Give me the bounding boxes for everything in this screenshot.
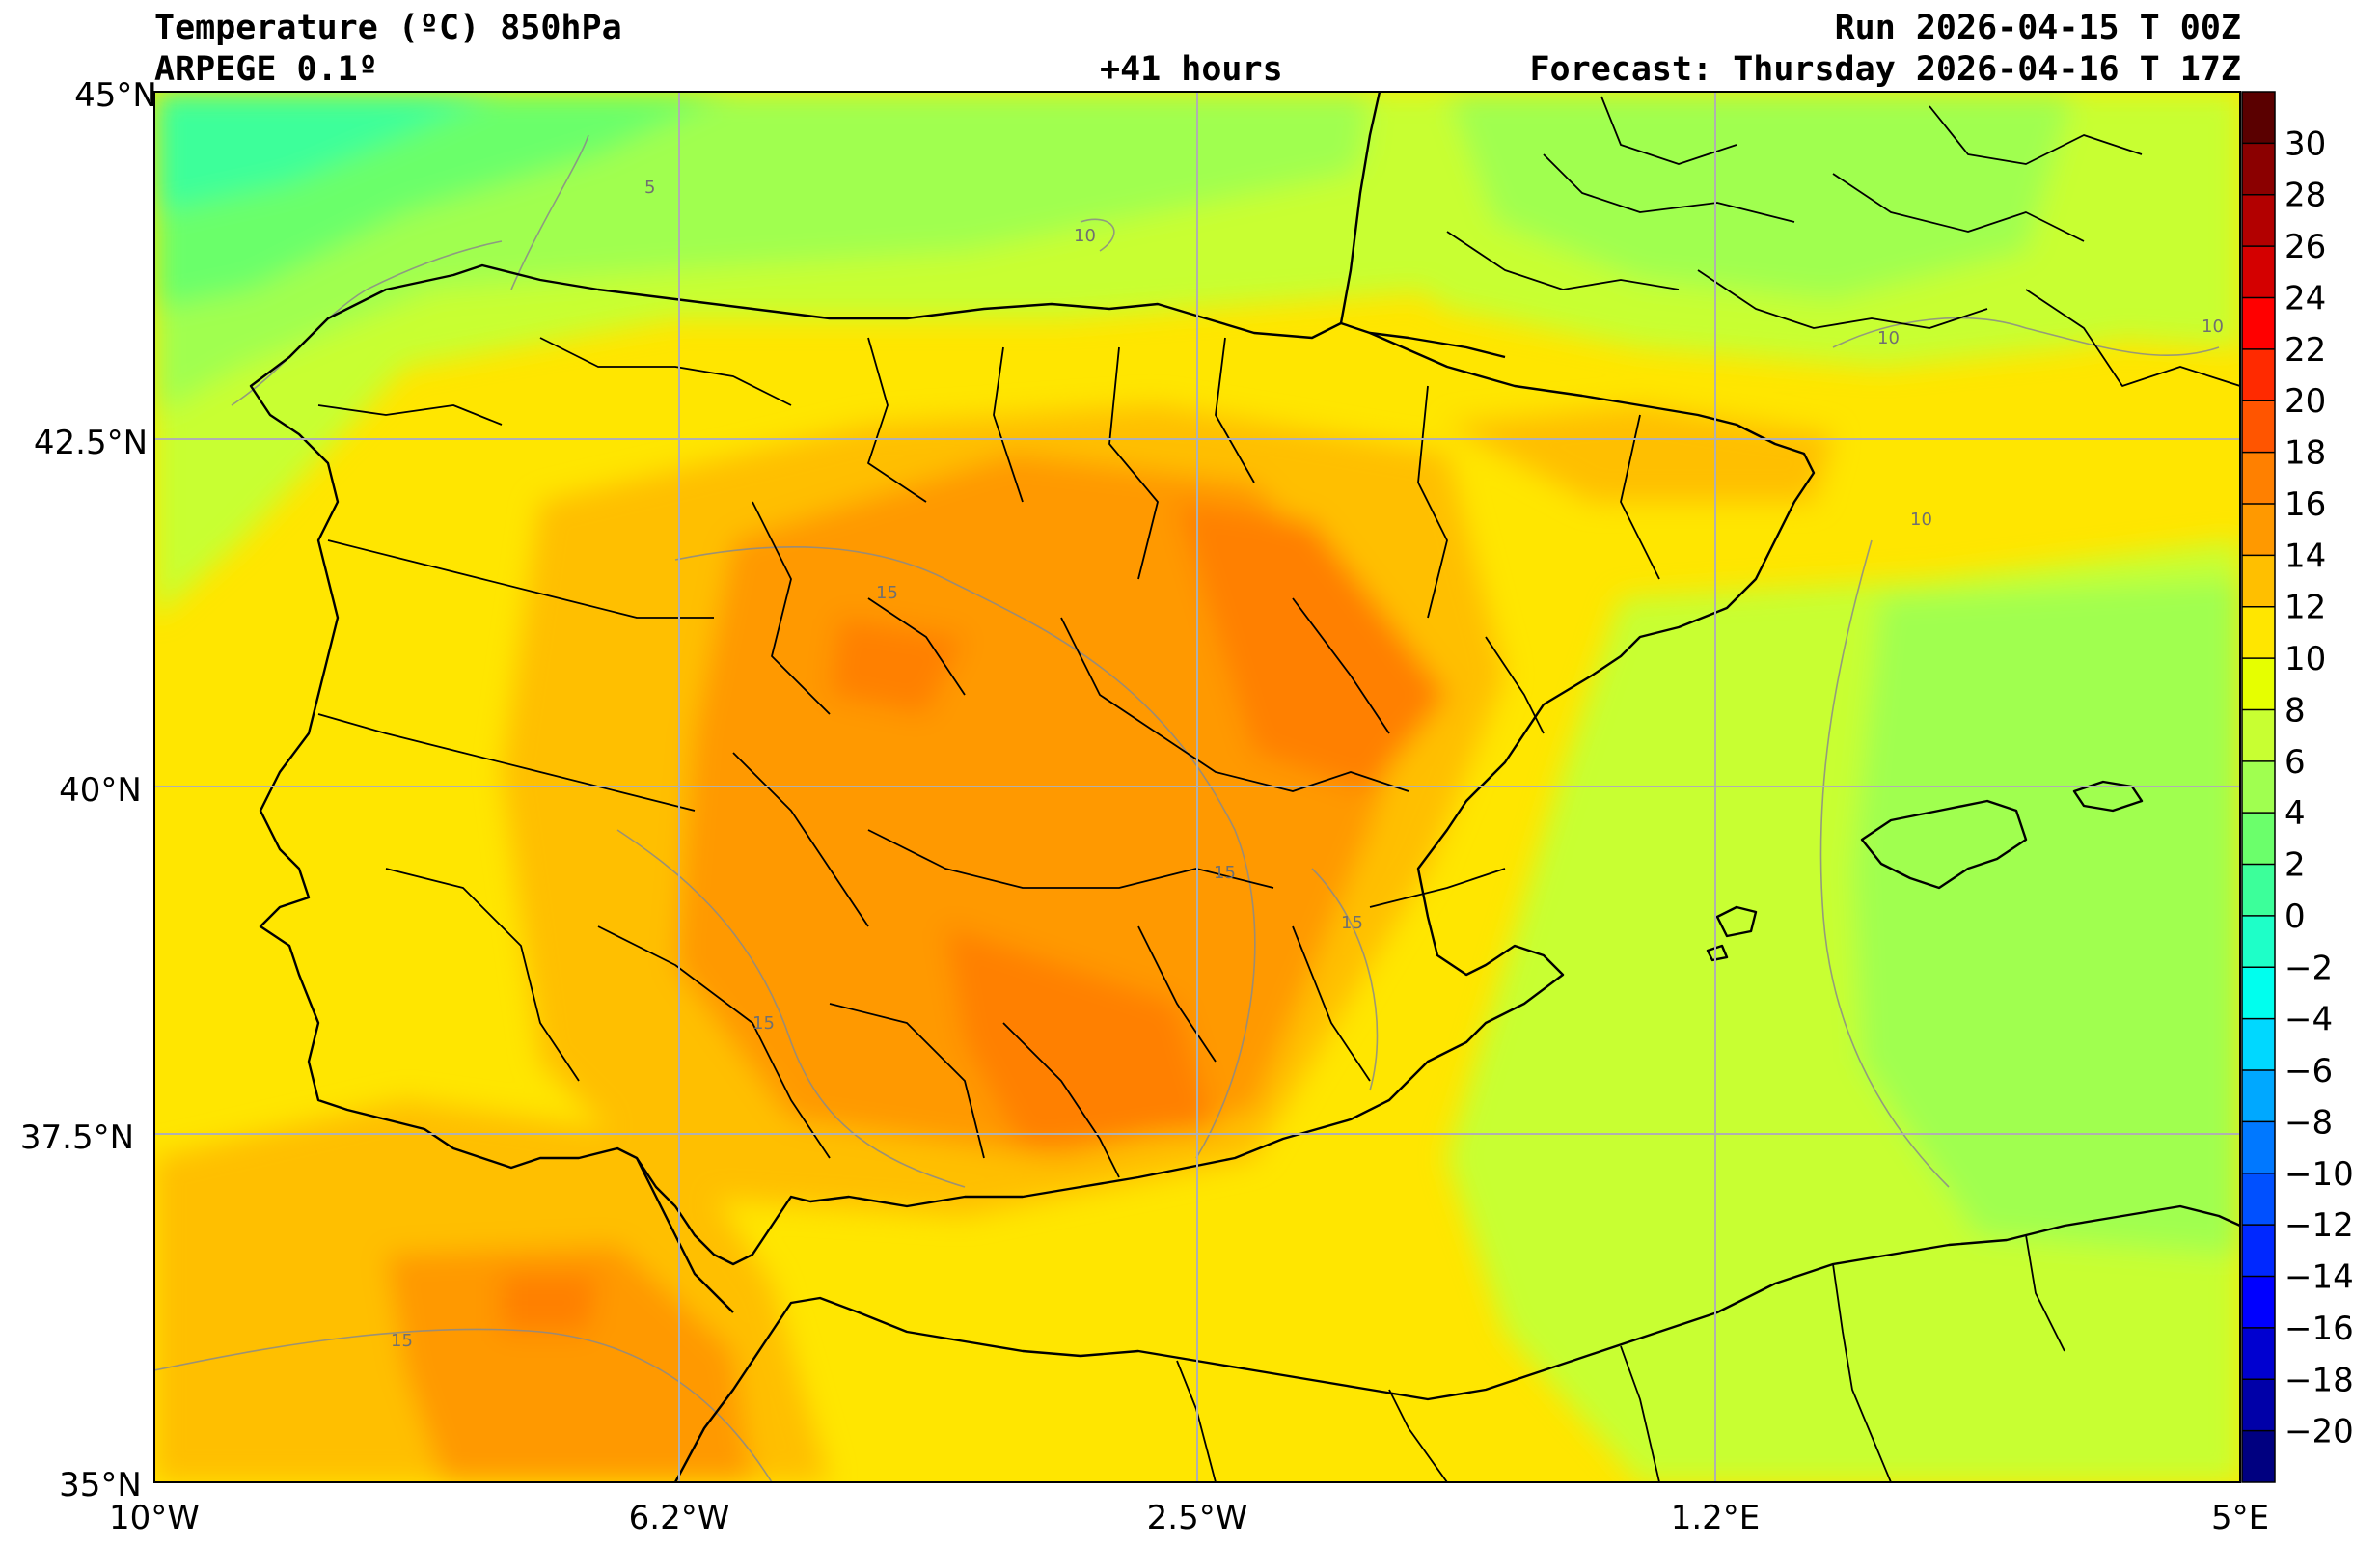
colorbar-label: 4 — [2284, 794, 2306, 833]
contour-label: 5 — [644, 178, 655, 198]
contour-label: 15 — [752, 1013, 775, 1034]
colorbar-label: 22 — [2284, 331, 2326, 370]
colorbar-label: −10 — [2284, 1155, 2354, 1194]
lat-label-37-5: 37.5°N — [20, 1118, 134, 1157]
map-title: Temperature (ºC) 850hPa — [154, 9, 622, 47]
colorbar-label: 10 — [2284, 640, 2326, 678]
colorbar-segment — [2242, 297, 2275, 350]
colorbar-label: −6 — [2284, 1052, 2333, 1090]
colorbar-segment — [2242, 400, 2275, 454]
contour-label: 10 — [1910, 510, 1932, 530]
colorbar-label: −18 — [2284, 1361, 2354, 1399]
colorbar-segment — [2242, 1018, 2275, 1071]
colorbar-label: −2 — [2284, 949, 2333, 987]
colorbar-label: 14 — [2284, 537, 2326, 575]
colorbar-label: 28 — [2284, 177, 2326, 215]
coastlines — [249, 92, 2240, 1482]
colorbar-label: 8 — [2284, 691, 2306, 730]
colorbar-segment — [2242, 92, 2275, 144]
contour-label: 15 — [391, 1331, 413, 1351]
colorbar-segment — [2242, 348, 2275, 401]
colorbar-label: 18 — [2284, 434, 2326, 473]
colorbar-segment — [2242, 1430, 2275, 1483]
model-name: ARPEGE 0.1º — [154, 50, 378, 89]
lon-label-1-2e: 1.2°E — [1671, 1499, 1761, 1537]
colorbar-label: 16 — [2284, 485, 2326, 524]
isotherm-lines — [154, 134, 2220, 1482]
colorbar-segment — [2242, 864, 2275, 917]
colorbar-label: −14 — [2284, 1258, 2354, 1297]
colorbar-label: −8 — [2284, 1103, 2333, 1142]
colorbar-segment — [2242, 503, 2275, 556]
colorbar-segment — [2242, 194, 2275, 247]
contour-label: 10 — [1074, 226, 1096, 246]
lat-label-40: 40°N — [59, 771, 142, 810]
lon-label-5e: 5°E — [2211, 1499, 2269, 1537]
colorbar-segment — [2242, 555, 2275, 608]
colorbar-segment — [2242, 452, 2275, 505]
colorbar-label: 20 — [2284, 382, 2326, 421]
colorbar-segment — [2242, 1121, 2275, 1174]
colorbar-frame — [2241, 91, 2276, 1483]
contour-label: 10 — [2202, 317, 2224, 337]
colorbar-label: 2 — [2284, 846, 2306, 885]
lat-label-35: 35°N — [59, 1466, 142, 1505]
isotherm-labels: 5 10 10 10 10 15 15 15 15 15 — [391, 178, 2224, 1351]
lon-label-10w: 10°W — [109, 1499, 200, 1537]
colorbar-segment — [2242, 760, 2275, 814]
colorbar-segment — [2242, 915, 2275, 968]
graticule — [154, 92, 2240, 1482]
lat-label-45: 45°N — [74, 76, 157, 115]
colorbar-segment — [2242, 658, 2275, 710]
contour-label: 15 — [876, 583, 898, 603]
contour-label: 15 — [1214, 863, 1236, 883]
colorbar-label: −20 — [2284, 1413, 2354, 1451]
run-time: Run 2026-04-15 T 00Z — [1834, 9, 2241, 47]
colorbar — [2241, 91, 2276, 1483]
colorbar-segment — [2242, 709, 2275, 762]
colorbar-segment — [2242, 1276, 2275, 1329]
contour-label: 10 — [1877, 328, 1900, 348]
colorbar-segment — [2242, 606, 2275, 659]
colorbar-label: 30 — [2284, 124, 2326, 163]
colorbar-label: −16 — [2284, 1310, 2354, 1348]
contour-label: 15 — [1341, 913, 1363, 933]
colorbar-label: 0 — [2284, 897, 2306, 936]
colorbar-label: −4 — [2284, 1001, 2333, 1039]
colorbar-label: 24 — [2284, 279, 2326, 317]
colorbar-segment — [2242, 1327, 2275, 1380]
lon-label-2-5w: 2.5°W — [1147, 1499, 1248, 1537]
colorbar-segment — [2242, 967, 2275, 1020]
admin-borders — [317, 96, 2240, 1482]
colorbar-segment — [2242, 1070, 2275, 1122]
colorbar-labels: 302826242220181614121086420−2−4−6−8−10−1… — [2242, 124, 2354, 1451]
map-frame — [153, 91, 2241, 1483]
colorbar-segment — [2242, 1225, 2275, 1278]
colorbar-label: −12 — [2284, 1206, 2354, 1245]
lat-label-42-5: 42.5°N — [34, 424, 148, 462]
colorbar-label: 6 — [2284, 743, 2306, 782]
colorbar-segment — [2242, 813, 2275, 866]
colorbar-segment — [2242, 1379, 2275, 1432]
forecast-time: Forecast: Thursday 2026-04-16 T 17Z — [1529, 50, 2241, 89]
colorbar-segment — [2242, 143, 2275, 196]
colorbar-label: 26 — [2284, 228, 2326, 266]
colorbar-segment — [2242, 246, 2275, 298]
colorbar-segment — [2242, 1173, 2275, 1226]
lead-time: +41 hours — [1100, 50, 1283, 89]
lon-label-6-2w: 6.2°W — [629, 1499, 730, 1537]
colorbar-label: 12 — [2284, 589, 2326, 627]
